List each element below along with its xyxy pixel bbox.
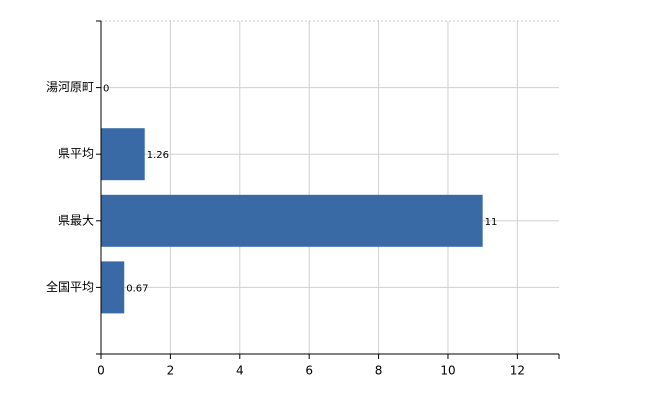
- x-tick-label: 6: [305, 364, 313, 378]
- bar: [101, 128, 145, 181]
- x-tick-label: 2: [167, 364, 175, 378]
- x-tick-label: 12: [510, 364, 525, 378]
- value-label: 1.26: [147, 150, 169, 161]
- x-tick-label: 8: [375, 364, 383, 378]
- value-label: 11: [485, 217, 498, 228]
- value-label: 0.67: [126, 283, 148, 294]
- x-tick-label: 4: [236, 364, 244, 378]
- value-label: 0: [103, 84, 109, 95]
- bar: [101, 261, 125, 314]
- x-tick-label: 10: [440, 364, 455, 378]
- x-tick-label: 0: [97, 364, 105, 378]
- y-tick-label: 湯河原町: [46, 80, 94, 94]
- y-tick-label: 全国平均: [46, 279, 94, 294]
- bar: [101, 194, 483, 247]
- y-tick-label: 県最大: [58, 213, 94, 227]
- y-tick-label: 県平均: [58, 147, 94, 161]
